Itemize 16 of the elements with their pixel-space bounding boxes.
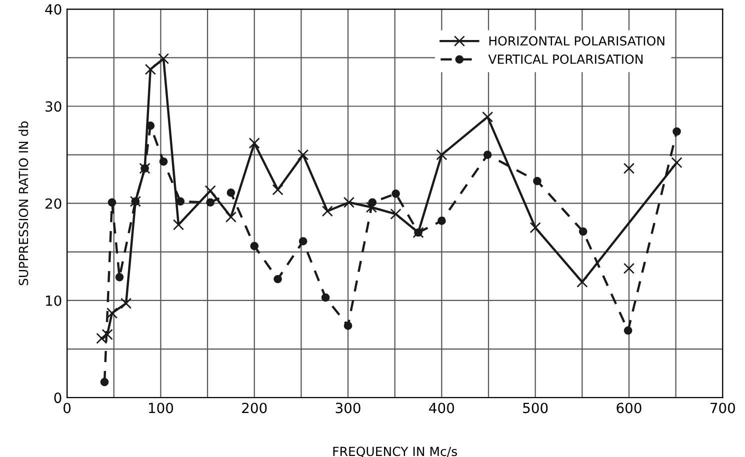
x-tick-label: 300 bbox=[336, 402, 360, 414]
y-tick-label: 0 bbox=[54, 392, 62, 404]
y-tick-label: 20 bbox=[46, 198, 62, 209]
x-tick-label: 400 bbox=[429, 402, 454, 414]
y-tick-label: 40 bbox=[45, 4, 62, 15]
y-axis-title: SUPPRESSION RATIO IN db bbox=[18, 121, 28, 286]
x-tick-label: 0 bbox=[64, 402, 71, 414]
x-tick-label: 200 bbox=[242, 402, 267, 414]
y-tick-label: 10 bbox=[46, 295, 62, 306]
legend-label: VERTICAL POLARISATION bbox=[488, 54, 643, 64]
y-tick-label: 30 bbox=[46, 101, 62, 112]
x-tick-label: 600 bbox=[616, 402, 642, 414]
x-tick-label: 700 bbox=[710, 402, 735, 414]
x-tick-label: 100 bbox=[148, 402, 174, 414]
legend-label: HORIZONTAL POLARISATION bbox=[489, 36, 664, 46]
x-tick-label: 500 bbox=[523, 402, 548, 414]
